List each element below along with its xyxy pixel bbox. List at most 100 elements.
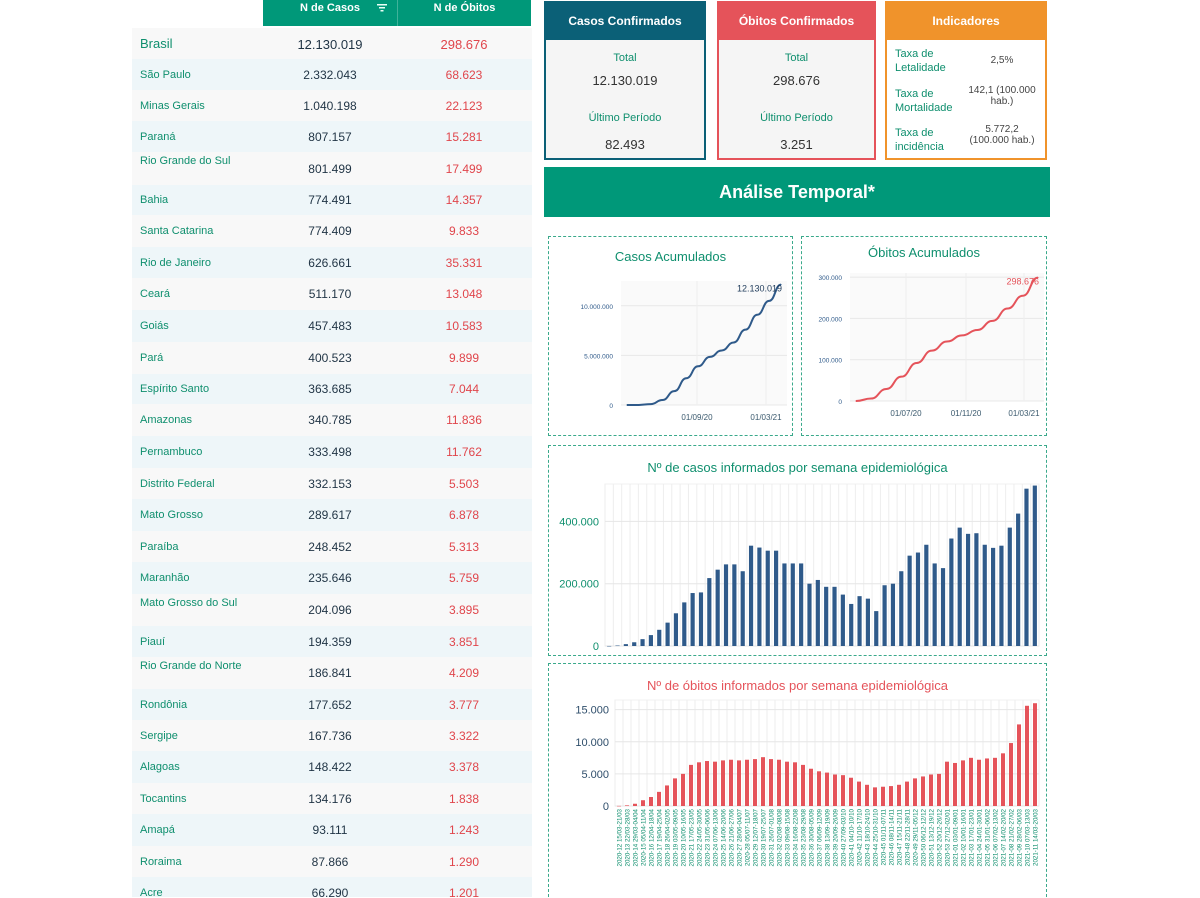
table-row[interactable]: Rio Grande do Norte 186.841 4.209 [132, 657, 532, 689]
bar [865, 784, 869, 806]
case-count: 363.685 [308, 382, 352, 396]
indicator-lethality-value: 2,5% [990, 55, 1014, 66]
table-row[interactable]: Amapá 93.111 1.243 [132, 814, 532, 846]
death-count: 15.281 [445, 129, 483, 144]
x-tick-label: 2020-38 13/09-19/09 [825, 808, 832, 866]
table-row[interactable]: Alagoas 148.422 3.378 [132, 751, 532, 783]
bar [723, 564, 729, 646]
cases-card: Casos Confirmados Total 12.130.019 Últim… [544, 1, 706, 160]
table-row[interactable]: Sergipe 167.736 3.322 [132, 720, 532, 751]
data-point [916, 362, 918, 364]
x-tick-label: 2020-14 29/03-04/04 [633, 808, 640, 866]
bar [815, 579, 820, 646]
bar [809, 768, 813, 806]
table-row[interactable]: Santa Catarina 774.409 9.833 [132, 215, 532, 247]
temporal-analysis-banner: Análise Temporal* [544, 167, 1050, 217]
x-tick-label: 2020-30 19/07-25/07 [761, 808, 768, 866]
data-point [626, 404, 628, 406]
bar [924, 544, 929, 646]
bar [665, 622, 670, 646]
bar [841, 775, 845, 806]
table-row[interactable]: São Paulo 2.332.043 68.623 [132, 59, 532, 90]
y-tick-label: 5.000 [581, 769, 609, 781]
death-count: 298.676 [440, 36, 488, 52]
x-tick-label: 2021-04 24/01-30/01 [977, 808, 984, 866]
header-deaths[interactable]: N de Óbitos [397, 0, 531, 26]
state-name: Maranhão [140, 572, 190, 584]
table-row[interactable]: Minas Gerais 1.040.198 22.123 [132, 90, 532, 121]
table-row[interactable]: Mato Grosso 289.617 6.878 [132, 499, 532, 531]
state-name: Alagoas [140, 761, 180, 773]
death-count: 3.895 [448, 603, 480, 617]
death-count: 4.209 [448, 666, 480, 680]
header-cases[interactable]: N de Casos [263, 0, 397, 26]
state-table: N de Casos N de Óbitos Brasil 12.130.019 2… [132, 0, 532, 897]
bar [849, 603, 854, 646]
y-tick-label: 100.000 [819, 358, 843, 365]
data-point [721, 349, 723, 352]
table-row[interactable]: Maranhão 235.646 5.759 [132, 562, 532, 594]
table-row[interactable]: Amazonas 340.785 11.836 [132, 404, 532, 436]
cases-period-label: Último Período [588, 112, 662, 124]
table-row[interactable]: Piauí 194.359 3.851 [132, 626, 532, 657]
bar [953, 762, 957, 806]
data-point [931, 350, 933, 352]
table-row[interactable]: Bahia 774.491 14.357 [132, 185, 532, 215]
bar [1016, 513, 1021, 646]
table-row[interactable]: Pará 400.523 9.899 [132, 342, 532, 374]
data-point [744, 329, 747, 331]
bar [715, 569, 720, 646]
death-count: 11.762 [446, 445, 482, 459]
bar [790, 563, 795, 646]
death-count: 13.048 [445, 287, 483, 301]
table-row[interactable]: Rondônia 177.652 3.777 [132, 689, 532, 720]
death-count: 3.777 [448, 697, 480, 712]
table-row[interactable]: Ceará 511.170 13.048 [132, 278, 532, 310]
state-name: Tocantins [140, 792, 187, 805]
bar [977, 759, 981, 806]
bar [889, 786, 893, 806]
bar [873, 787, 877, 806]
sort-icon[interactable] [377, 3, 387, 13]
case-count: 333.498 [308, 445, 352, 459]
case-count: 235.646 [308, 571, 352, 585]
bar [657, 629, 662, 646]
case-count: 148.422 [308, 760, 352, 774]
table-row[interactable]: Goiás 457.483 10.583 [132, 310, 532, 342]
x-tick-label: 2021-11 14/03-20/03 [1033, 808, 1040, 866]
table-row[interactable]: Tocantins 134.176 1.838 [132, 783, 532, 814]
x-tick-label: 2020-27 28/06-04/07 [737, 808, 744, 866]
table-row[interactable]: Distrito Federal 332.153 5.503 [132, 468, 532, 499]
data-point [733, 341, 735, 344]
x-tick-label: 2020-46 08/11-14/11 [889, 808, 896, 865]
bar [774, 550, 779, 646]
death-count: 1.838 [448, 791, 480, 806]
table-row[interactable]: Rio de Janeiro 626.661 35.331 [132, 247, 532, 278]
cumulative-deaths-chart: Óbitos Acumulados 0 100.000 200.000 300.000… [801, 236, 1047, 436]
table-row[interactable]: Paraíba 248.452 5.313 [132, 531, 532, 562]
table-row[interactable]: Roraima 87.866 1.290 [132, 846, 532, 877]
x-tick-label: 2021-05 31/01-06/02 [985, 808, 992, 866]
death-count: 1.243 [448, 823, 480, 837]
weekly-cases-chart: Nº de casos informados por semana epidem… [548, 445, 1047, 656]
table-row[interactable]: Acre 66.290 1.201 [132, 877, 532, 897]
data-point [991, 320, 994, 322]
bar [1017, 724, 1021, 806]
table-row[interactable]: Mato Grosso do Sul 204.096 3.895 [132, 594, 532, 626]
case-count: 626.661 [308, 255, 352, 270]
table-row[interactable]: Rio Grande do Sul 801.499 17.499 [132, 152, 532, 185]
data-point [1022, 295, 1024, 297]
bar [874, 611, 879, 646]
plot-area [850, 273, 1044, 401]
table-row[interactable]: Paraná 807.157 15.281 [132, 121, 532, 152]
case-count: 66.290 [311, 885, 349, 898]
deaths-total-value: 298.676 [773, 73, 820, 88]
bar [753, 759, 757, 806]
x-tick-label: 2021-07 14/02-20/02 [1001, 808, 1008, 866]
cumulative-cases-title: Casos Acumulados [614, 249, 727, 264]
table-row[interactable]: Pernambuco 333.498 11.762 [132, 436, 532, 468]
table-row[interactable]: Espírito Santo 363.685 7.044 [132, 374, 532, 404]
bar [817, 771, 821, 806]
cumulative-deaths-title: Óbitos Acumulados [867, 245, 980, 260]
table-row-brasil[interactable]: Brasil 12.130.019 298.676 [132, 28, 532, 59]
